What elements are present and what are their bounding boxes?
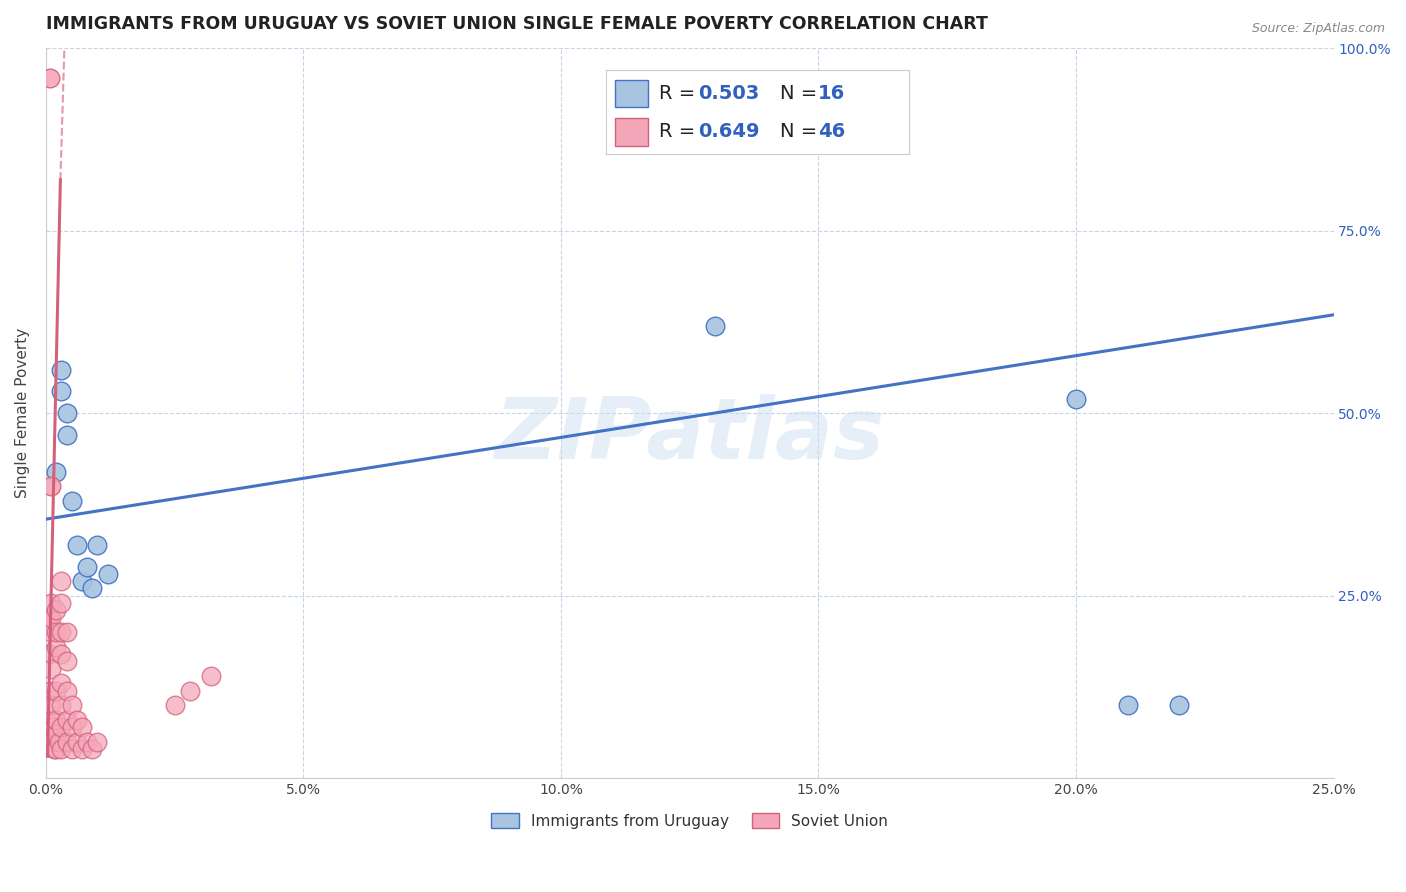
Text: Source: ZipAtlas.com: Source: ZipAtlas.com [1251,22,1385,36]
Point [60,698,83,713]
Point [51,647,73,661]
Point [45,683,67,698]
Point [39,479,62,493]
Point [39,698,62,713]
Point [39,610,62,624]
Point [86,538,108,552]
Point [163,698,186,713]
Y-axis label: Single Female Poverty: Single Female Poverty [15,328,30,499]
Point [82,582,104,596]
Point [42,742,65,756]
Point [45,625,67,640]
Point [51,625,73,640]
Point [38,610,60,624]
Point [55,735,77,749]
Point [45,465,67,479]
Point [51,574,73,589]
Point [179,683,201,698]
Point [51,698,73,713]
Point [76,559,98,574]
Point [70,742,93,756]
Point [76,735,98,749]
Point [1064,392,1087,406]
Point [45,742,67,756]
Point [45,640,67,654]
Point [1168,698,1191,713]
Point [86,735,108,749]
Point [45,727,67,741]
Point [66,538,89,552]
Point [66,735,89,749]
Point [51,596,73,610]
Point [82,742,104,756]
Point [39,662,62,676]
Point [39,596,62,610]
Point [97,566,120,581]
Point [70,720,93,734]
Point [39,735,62,749]
Point [45,713,67,727]
Point [704,318,727,333]
Text: ZIPatlas: ZIPatlas [495,393,884,476]
Point [55,713,77,727]
Point [38,647,60,661]
Point [48,735,70,749]
Point [55,406,77,420]
Point [200,669,222,683]
Point [55,428,77,442]
Point [60,742,83,756]
Point [1116,698,1139,713]
Legend: Immigrants from Uruguay, Soviet Union: Immigrants from Uruguay, Soviet Union [484,805,896,837]
Point [51,676,73,690]
Point [51,742,73,756]
Point [39,713,62,727]
Point [51,362,73,376]
Point [60,494,83,508]
Point [38,683,60,698]
Point [42,720,65,734]
Point [66,713,89,727]
Point [45,603,67,617]
Point [55,655,77,669]
Point [38,70,60,85]
Point [51,384,73,399]
Point [60,720,83,734]
Point [70,574,93,589]
Point [51,720,73,734]
Text: IMMIGRANTS FROM URUGUAY VS SOVIET UNION SINGLE FEMALE POVERTY CORRELATION CHART: IMMIGRANTS FROM URUGUAY VS SOVIET UNION … [46,15,988,33]
Point [39,625,62,640]
Point [55,683,77,698]
Point [55,625,77,640]
